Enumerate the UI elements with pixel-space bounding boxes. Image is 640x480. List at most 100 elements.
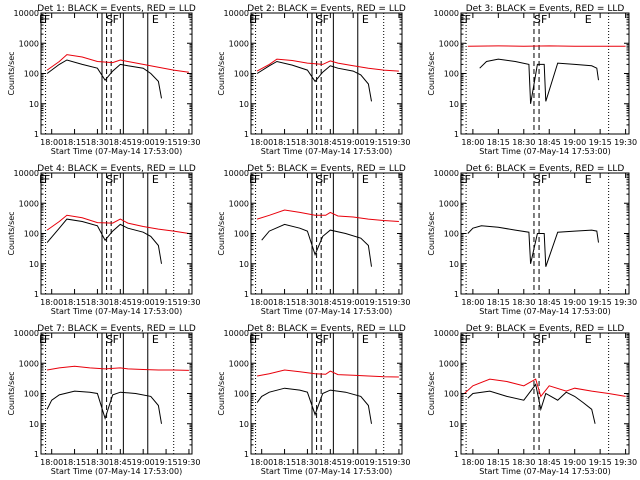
lld-series-line <box>46 54 189 73</box>
time-marker-label: E <box>249 333 256 346</box>
time-marker-label: S <box>534 173 541 186</box>
x-tick-label: 18:30 <box>86 298 109 307</box>
time-marker-label: E <box>249 13 256 26</box>
y-tick-label: 10 <box>449 420 459 429</box>
x-tick-label: 19:30 <box>614 138 637 147</box>
x-tick-label: 18:30 <box>296 458 319 467</box>
x-axis-label: Start Time (07-May-14 17:53:00) <box>261 467 392 476</box>
x-tick-label: 19:00 <box>563 138 586 147</box>
x-tick-label: 18:15 <box>273 458 296 467</box>
x-tick-label: 19:15 <box>155 138 178 147</box>
time-marker-label: E <box>249 173 256 186</box>
time-marker-label: E <box>362 173 369 186</box>
time-marker-label: E <box>152 333 159 346</box>
plot-frame <box>250 332 403 455</box>
y-axis-label: Counts/sec <box>7 51 16 95</box>
x-tick-label: 18:30 <box>296 298 319 307</box>
y-tick-label: 1000 <box>229 359 249 368</box>
x-tick-label: 19:00 <box>563 458 586 467</box>
panel-title: Det 2: BLACK = Events, RED = LLD <box>247 4 406 14</box>
time-marker-label: E <box>39 333 46 346</box>
time-marker-label: F <box>44 13 50 26</box>
time-marker-label: S <box>316 13 323 26</box>
x-tick-label: 19:30 <box>177 298 200 307</box>
time-marker-label: E <box>585 13 592 26</box>
events-series-line <box>46 218 162 264</box>
y-tick-label: 1000 <box>439 199 459 208</box>
time-marker-label: F <box>541 333 547 346</box>
lld-series-line <box>256 58 399 72</box>
y-axis-label: Counts/sec <box>427 211 436 255</box>
events-series-line <box>256 387 372 424</box>
time-marker-label: E <box>362 13 369 26</box>
x-tick-label: 19:15 <box>365 138 388 147</box>
time-marker-label: E <box>152 173 159 186</box>
y-axis-label: Counts/sec <box>217 51 226 95</box>
y-tick-label: 1000 <box>229 199 249 208</box>
time-marker-label: F <box>113 173 119 186</box>
x-tick-label: 18:30 <box>296 138 319 147</box>
x-tick-label: 18:45 <box>319 458 342 467</box>
time-marker-label: F <box>323 173 329 186</box>
x-tick-label: 19:00 <box>132 458 155 467</box>
x-tick-label: 19:15 <box>589 138 612 147</box>
y-tick-label: 100 <box>444 230 459 239</box>
y-tick-label: 1000 <box>19 39 39 48</box>
y-tick-label: 1000 <box>439 39 459 48</box>
y-axis-label: Counts/sec <box>427 51 436 95</box>
y-axis-label: Counts/sec <box>7 211 16 255</box>
x-tick-label: 18:00 <box>250 138 273 147</box>
y-tick-label: 1000 <box>19 359 39 368</box>
panel-title: Det 7: BLACK = Events, RED = LLD <box>37 324 196 334</box>
x-tick-label: 18:15 <box>273 138 296 147</box>
events-series-line <box>479 58 599 104</box>
y-tick-label: 10 <box>29 100 39 109</box>
panel-title: Det 4: BLACK = Events, RED = LLD <box>37 164 196 174</box>
x-tick-label: 19:15 <box>155 458 178 467</box>
x-axis-label: Start Time (07-May-14 17:53:00) <box>51 307 182 316</box>
y-tick-label: 100 <box>24 70 39 79</box>
x-tick-label: 18:00 <box>40 458 63 467</box>
lld-series-line <box>464 378 626 398</box>
y-tick-label: 10 <box>239 420 249 429</box>
time-marker-label: S <box>534 13 541 26</box>
y-tick-label: 100 <box>444 70 459 79</box>
x-tick-label: 18:30 <box>86 458 109 467</box>
time-marker-label: S <box>106 173 113 186</box>
time-marker-label: F <box>541 173 547 186</box>
x-tick-label: 18:45 <box>319 298 342 307</box>
events-series-line <box>261 223 372 267</box>
time-marker-label: F <box>254 333 260 346</box>
panel-title: Det 8: BLACK = Events, RED = LLD <box>247 324 406 334</box>
y-tick-label: 10000 <box>434 9 459 18</box>
x-axis-label: Start Time (07-May-14 17:53:00) <box>261 147 392 156</box>
x-tick-label: 19:30 <box>177 138 200 147</box>
x-axis-label: Start Time (07-May-14 17:53:00) <box>261 307 392 316</box>
time-marker-label: S <box>106 333 113 346</box>
x-tick-label: 18:30 <box>512 458 535 467</box>
time-marker-label: F <box>44 173 50 186</box>
plot-frame <box>40 12 193 135</box>
x-tick-label: 18:45 <box>109 298 132 307</box>
time-marker-label: S <box>106 13 113 26</box>
time-marker-label: F <box>113 333 119 346</box>
x-tick-label: 19:30 <box>387 458 410 467</box>
panel-title: Det 5: BLACK = Events, RED = LLD <box>247 164 406 174</box>
plot-frame <box>250 12 403 135</box>
time-marker-label: E <box>459 13 466 26</box>
y-tick-label: 1 <box>454 290 459 299</box>
panel-4: 1 10 100 1000 10000 18:00 18:15 18:30 18:45 19:00… <box>7 164 200 316</box>
time-marker-label: F <box>44 333 50 346</box>
x-tick-label: 19:30 <box>614 298 637 307</box>
x-tick-label: 19:00 <box>132 298 155 307</box>
y-axis-label: Counts/sec <box>217 211 226 255</box>
y-tick-label: 10000 <box>14 9 39 18</box>
lld-series-line <box>256 209 399 222</box>
time-marker-label: E <box>362 333 369 346</box>
y-axis-label: Counts/sec <box>427 371 436 415</box>
events-series-line <box>467 225 599 267</box>
x-tick-label: 18:00 <box>250 298 273 307</box>
panel-title: Det 6: BLACK = Events, RED = LLD <box>466 164 625 174</box>
y-tick-label: 1 <box>34 130 39 139</box>
